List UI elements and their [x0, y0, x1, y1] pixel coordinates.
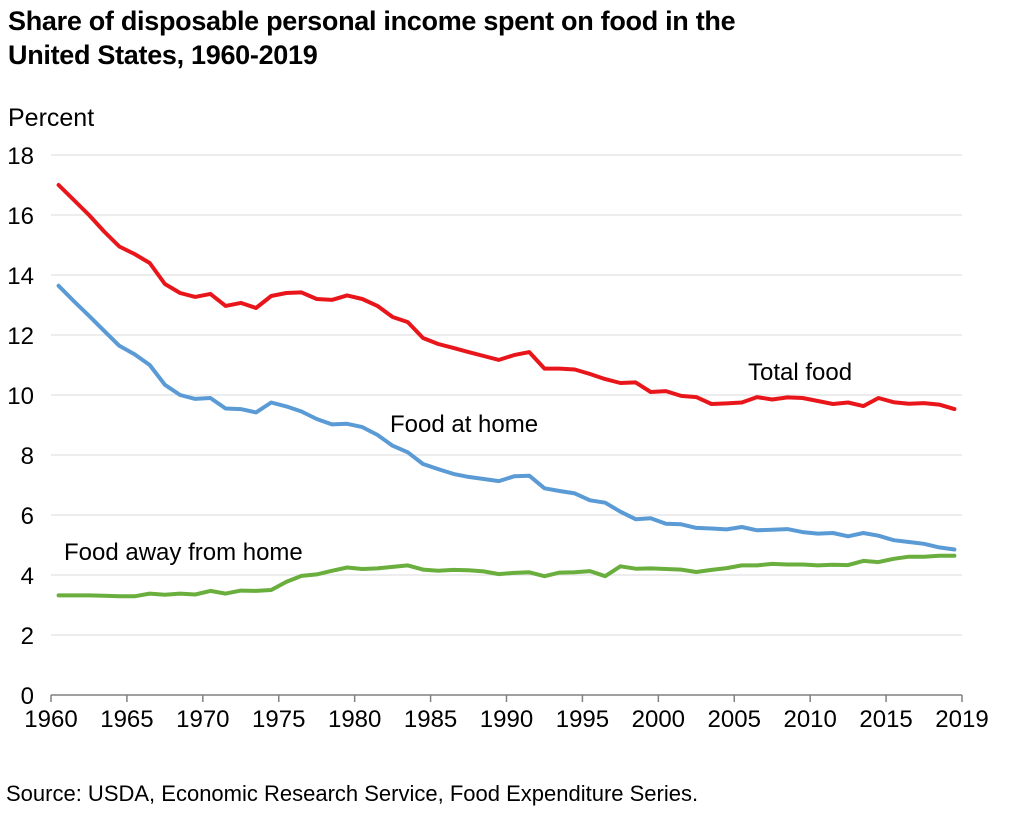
series-lines [56, 183, 957, 599]
x-tick-label: 1995 [556, 706, 609, 733]
series-line-total-food [56, 183, 957, 412]
y-tick-label: 12 [7, 323, 34, 350]
series-label-total-food: Total food [748, 359, 852, 386]
y-tick-label: 18 [7, 143, 34, 170]
y-tick-label: 0 [21, 683, 34, 710]
y-tick-label: 6 [21, 503, 34, 530]
gridlines [51, 154, 962, 636]
x-tick-label: 1960 [24, 706, 77, 733]
chart-title: Share of disposable personal income spen… [8, 4, 908, 72]
x-tick-label: 1985 [404, 706, 457, 733]
series-line-food-away-from-home [56, 553, 957, 599]
series-label-food-away-from-home: Food away from home [64, 539, 303, 566]
source-note: Source: USDA, Economic Research Service,… [6, 781, 699, 806]
y-tick-label: 16 [7, 203, 34, 230]
x-tick-label: 1975 [252, 706, 305, 733]
series-label-food-at-home: Food at home [390, 411, 538, 438]
y-axis-label: Percent [8, 104, 95, 132]
x-tick-label: 1970 [176, 706, 229, 733]
chart-title-line-1: Share of disposable personal income spen… [8, 6, 736, 36]
series-line-food-at-home [56, 283, 957, 552]
x-tick-label: 2015 [859, 706, 912, 733]
y-tick-label: 14 [7, 263, 34, 290]
y-axis-ticks: 0 2 4 6 8 10 12 14 16 18 [7, 143, 34, 710]
x-tick-label: 2005 [708, 706, 761, 733]
x-tick-label: 1990 [480, 706, 533, 733]
chart-title-line-2: United States, 1960-2019 [8, 40, 318, 70]
y-tick-label: 8 [21, 443, 34, 470]
x-tick-label: 1965 [100, 706, 153, 733]
y-tick-label: 2 [21, 623, 34, 650]
y-tick-label: 10 [7, 383, 34, 410]
x-tick-label: 2000 [632, 706, 685, 733]
x-tick-label: 2019 [935, 706, 988, 733]
x-axis: 1960 1965 1970 1975 1980 1985 1990 1995 2000 2005… [24, 694, 989, 733]
x-tick-label: 2010 [783, 706, 836, 733]
x-tick-label: 1980 [328, 706, 381, 733]
y-tick-label: 4 [21, 563, 34, 590]
series-labels: Total food Food at home Food away from h… [64, 359, 852, 566]
